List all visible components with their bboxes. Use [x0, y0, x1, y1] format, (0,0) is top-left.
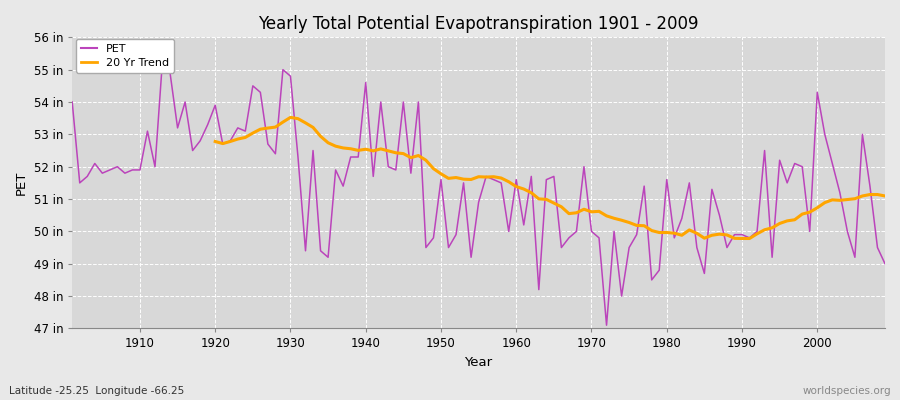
Text: worldspecies.org: worldspecies.org — [803, 386, 891, 396]
Text: Latitude -25.25  Longitude -66.25: Latitude -25.25 Longitude -66.25 — [9, 386, 184, 396]
Title: Yearly Total Potential Evapotranspiration 1901 - 2009: Yearly Total Potential Evapotranspiratio… — [258, 15, 699, 33]
X-axis label: Year: Year — [464, 356, 492, 369]
Y-axis label: PET: PET — [15, 171, 28, 195]
Legend: PET, 20 Yr Trend: PET, 20 Yr Trend — [76, 39, 174, 72]
